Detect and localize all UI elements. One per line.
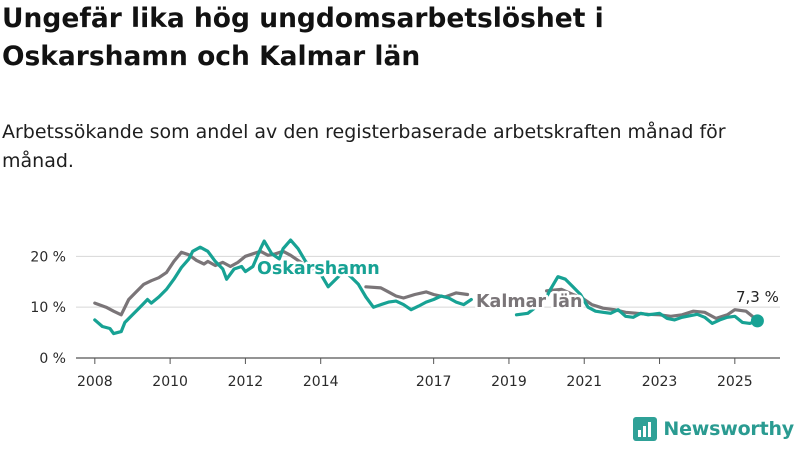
chart-title: Ungefär lika hög ungdomsarbetslöshet i O… — [2, 3, 604, 72]
axis-layer: 0 % 10 % 20 % 2008 2010 2012 2014 2017 2019 2021 2… — [30, 249, 752, 390]
series-line-kalmar-lan-1 — [364, 285, 470, 300]
y-tick-label: 20 % — [30, 249, 66, 265]
end-value-label: 7,3 % — [736, 288, 779, 306]
x-tick-label: 2019 — [491, 374, 527, 390]
x-tick-label: 2023 — [642, 374, 678, 390]
newsworthy-logo[interactable]: Newsworthy — [633, 414, 794, 444]
x-tick-label: 2014 — [303, 374, 339, 390]
end-point-marker — [750, 314, 764, 328]
series-label-kalmar-lan: Kalmar län — [476, 292, 582, 312]
series-layer — [93, 238, 759, 336]
grid-layer — [76, 255, 780, 359]
chart-subtitle: Arbetssökande som andel av den registerb… — [2, 121, 726, 172]
series-label-oskarshamn: Oskarshamn — [257, 259, 380, 279]
brand-name: Newsworthy — [663, 418, 794, 440]
newsworthy-logo-icon — [633, 417, 658, 441]
x-tick-label: 2017 — [416, 374, 452, 390]
series-line-oskarshamn-0 — [93, 238, 473, 336]
x-tick-label: 2008 — [77, 374, 113, 390]
x-tick-label: 2010 — [152, 374, 188, 390]
x-tick-label: 2012 — [228, 374, 264, 390]
y-tick-label: 0 % — [39, 351, 66, 367]
y-tick-label: 10 % — [30, 300, 66, 316]
label-layer: Oskarshamn Kalmar län 7,3 % — [255, 257, 779, 328]
series-line-oskarshamn-1 — [514, 275, 759, 325]
x-tick-label: 2021 — [566, 374, 602, 390]
x-tick-label: 2025 — [717, 374, 753, 390]
